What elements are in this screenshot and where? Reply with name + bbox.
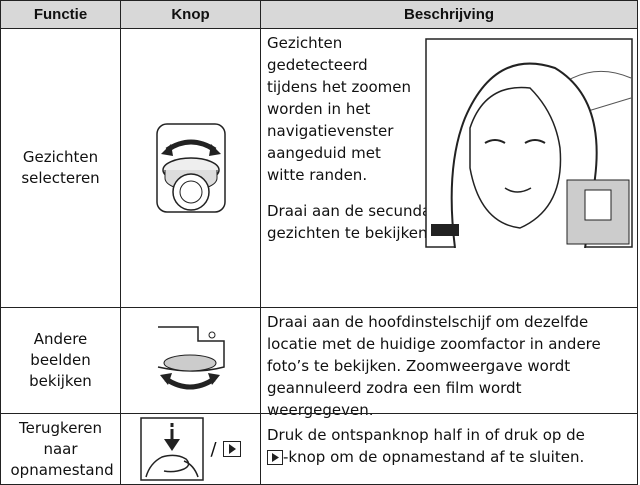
button-cell (120, 307, 261, 414)
description-text: -knop om de opnamestand af te sluiten. (283, 448, 585, 466)
function-text: Gezichten selecteren (21, 148, 100, 187)
description-text: Druk de ontspanknop half in of druk op d… (267, 426, 585, 444)
shutter-icon (140, 417, 205, 481)
description-cell: Gezichten gedetecteerd tijdens het zoome… (260, 28, 638, 308)
description-cell: Druk de ontspanknop half in of druk op d… (260, 413, 638, 485)
header-cell: Beschrijving (260, 0, 638, 29)
function-text: Andere beelden bekijken (29, 330, 92, 390)
header-cell: Functie (0, 0, 121, 29)
play-icon (267, 450, 283, 465)
description-text: Draai aan de hoofdinstelschijf om dezelf… (267, 313, 601, 419)
play-icon (222, 441, 241, 457)
function-text: Terugkeren naar opnamestand (10, 418, 114, 479)
sub-dial-icon (155, 123, 226, 213)
function-cell: Andere beelden bekijken (0, 307, 121, 414)
description-cell: Draai aan de hoofdinstelschijf om dezelf… (260, 307, 638, 419)
face-illustration (425, 38, 633, 248)
separator: / (210, 438, 217, 460)
header-cell: Knop (120, 0, 261, 29)
function-cell: Terugkeren naar opnamestand (0, 413, 121, 485)
button-cell: / (120, 413, 261, 485)
main-dial-icon (157, 325, 225, 389)
button-cell (120, 28, 261, 308)
description-text: Gezichten gedetecteerd tijdens het zoome… (267, 34, 412, 184)
function-cell: Gezichten selecteren (0, 28, 121, 308)
